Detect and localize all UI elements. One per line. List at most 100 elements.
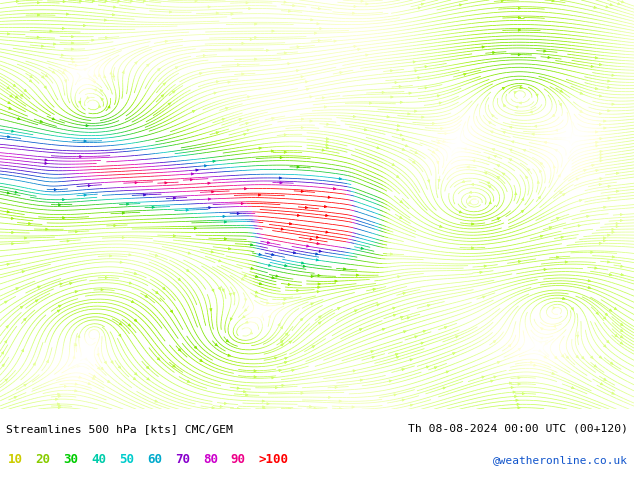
FancyArrowPatch shape bbox=[328, 396, 331, 398]
FancyArrowPatch shape bbox=[616, 222, 618, 225]
FancyArrowPatch shape bbox=[134, 372, 137, 375]
FancyArrowPatch shape bbox=[105, 37, 108, 39]
FancyArrowPatch shape bbox=[306, 88, 309, 90]
FancyArrowPatch shape bbox=[607, 341, 609, 343]
FancyArrowPatch shape bbox=[609, 309, 612, 311]
FancyArrowPatch shape bbox=[544, 50, 546, 52]
FancyArrowPatch shape bbox=[539, 350, 541, 352]
FancyArrowPatch shape bbox=[544, 356, 547, 358]
FancyArrowPatch shape bbox=[312, 346, 314, 348]
FancyArrowPatch shape bbox=[614, 308, 617, 310]
FancyArrowPatch shape bbox=[195, 346, 197, 348]
FancyArrowPatch shape bbox=[134, 319, 137, 321]
FancyArrowPatch shape bbox=[288, 63, 290, 65]
FancyArrowPatch shape bbox=[620, 342, 623, 344]
FancyArrowPatch shape bbox=[173, 235, 176, 237]
FancyArrowPatch shape bbox=[297, 166, 299, 168]
FancyArrowPatch shape bbox=[396, 175, 399, 178]
FancyArrowPatch shape bbox=[510, 126, 512, 128]
FancyArrowPatch shape bbox=[5, 379, 8, 381]
FancyArrowPatch shape bbox=[408, 113, 410, 115]
FancyArrowPatch shape bbox=[588, 287, 590, 289]
FancyArrowPatch shape bbox=[71, 48, 74, 50]
FancyArrowPatch shape bbox=[224, 221, 226, 223]
FancyArrowPatch shape bbox=[75, 343, 77, 346]
FancyArrowPatch shape bbox=[37, 36, 39, 38]
FancyArrowPatch shape bbox=[310, 120, 312, 122]
FancyArrowPatch shape bbox=[41, 45, 44, 47]
FancyArrowPatch shape bbox=[620, 214, 623, 216]
FancyArrowPatch shape bbox=[61, 54, 63, 56]
FancyArrowPatch shape bbox=[254, 58, 257, 60]
FancyArrowPatch shape bbox=[588, 280, 590, 282]
FancyArrowPatch shape bbox=[250, 332, 253, 334]
FancyArrowPatch shape bbox=[373, 289, 375, 291]
FancyArrowPatch shape bbox=[482, 376, 484, 378]
FancyArrowPatch shape bbox=[259, 253, 261, 255]
FancyArrowPatch shape bbox=[284, 298, 286, 300]
FancyArrowPatch shape bbox=[418, 76, 420, 79]
FancyArrowPatch shape bbox=[314, 32, 316, 34]
FancyArrowPatch shape bbox=[127, 203, 129, 205]
FancyArrowPatch shape bbox=[268, 242, 269, 244]
FancyArrowPatch shape bbox=[604, 206, 606, 208]
FancyArrowPatch shape bbox=[391, 70, 393, 72]
FancyArrowPatch shape bbox=[239, 119, 242, 121]
FancyArrowPatch shape bbox=[163, 287, 165, 290]
FancyArrowPatch shape bbox=[93, 0, 94, 2]
FancyArrowPatch shape bbox=[134, 272, 136, 274]
FancyArrowPatch shape bbox=[107, 380, 110, 383]
FancyArrowPatch shape bbox=[522, 392, 524, 395]
FancyArrowPatch shape bbox=[326, 138, 328, 140]
FancyArrowPatch shape bbox=[511, 387, 514, 389]
FancyArrowPatch shape bbox=[531, 361, 533, 364]
FancyArrowPatch shape bbox=[600, 157, 602, 159]
FancyArrowPatch shape bbox=[29, 80, 32, 82]
FancyArrowPatch shape bbox=[393, 314, 396, 317]
Text: 60: 60 bbox=[147, 452, 162, 466]
FancyArrowPatch shape bbox=[178, 349, 181, 351]
FancyArrowPatch shape bbox=[353, 370, 356, 372]
FancyArrowPatch shape bbox=[190, 179, 193, 181]
FancyArrowPatch shape bbox=[339, 408, 342, 410]
FancyArrowPatch shape bbox=[436, 148, 438, 151]
FancyArrowPatch shape bbox=[8, 33, 10, 35]
FancyArrowPatch shape bbox=[536, 94, 538, 97]
FancyArrowPatch shape bbox=[492, 148, 495, 150]
Text: >100: >100 bbox=[259, 452, 288, 466]
FancyArrowPatch shape bbox=[92, 39, 94, 41]
FancyArrowPatch shape bbox=[7, 192, 10, 194]
FancyArrowPatch shape bbox=[607, 86, 610, 89]
FancyArrowPatch shape bbox=[204, 165, 207, 167]
FancyArrowPatch shape bbox=[311, 303, 313, 305]
FancyArrowPatch shape bbox=[134, 62, 137, 64]
FancyArrowPatch shape bbox=[50, 30, 52, 32]
FancyArrowPatch shape bbox=[399, 217, 402, 219]
FancyArrowPatch shape bbox=[487, 182, 489, 184]
FancyArrowPatch shape bbox=[105, 276, 108, 279]
FancyArrowPatch shape bbox=[425, 87, 427, 89]
FancyArrowPatch shape bbox=[544, 269, 547, 270]
FancyArrowPatch shape bbox=[8, 136, 10, 138]
FancyArrowPatch shape bbox=[209, 206, 211, 209]
FancyArrowPatch shape bbox=[97, 354, 99, 356]
FancyArrowPatch shape bbox=[519, 102, 522, 104]
FancyArrowPatch shape bbox=[621, 273, 623, 276]
FancyArrowPatch shape bbox=[310, 96, 312, 98]
FancyArrowPatch shape bbox=[279, 177, 281, 179]
FancyArrowPatch shape bbox=[469, 191, 472, 193]
FancyArrowPatch shape bbox=[56, 398, 58, 400]
FancyArrowPatch shape bbox=[247, 96, 250, 98]
FancyArrowPatch shape bbox=[609, 273, 612, 276]
FancyArrowPatch shape bbox=[99, 105, 101, 108]
FancyArrowPatch shape bbox=[254, 376, 256, 378]
FancyArrowPatch shape bbox=[463, 73, 466, 75]
FancyArrowPatch shape bbox=[11, 243, 14, 245]
FancyArrowPatch shape bbox=[105, 0, 107, 2]
FancyArrowPatch shape bbox=[155, 400, 157, 402]
FancyArrowPatch shape bbox=[75, 291, 77, 293]
FancyArrowPatch shape bbox=[284, 151, 287, 153]
FancyArrowPatch shape bbox=[497, 362, 500, 364]
FancyArrowPatch shape bbox=[245, 321, 248, 323]
FancyArrowPatch shape bbox=[63, 0, 65, 2]
